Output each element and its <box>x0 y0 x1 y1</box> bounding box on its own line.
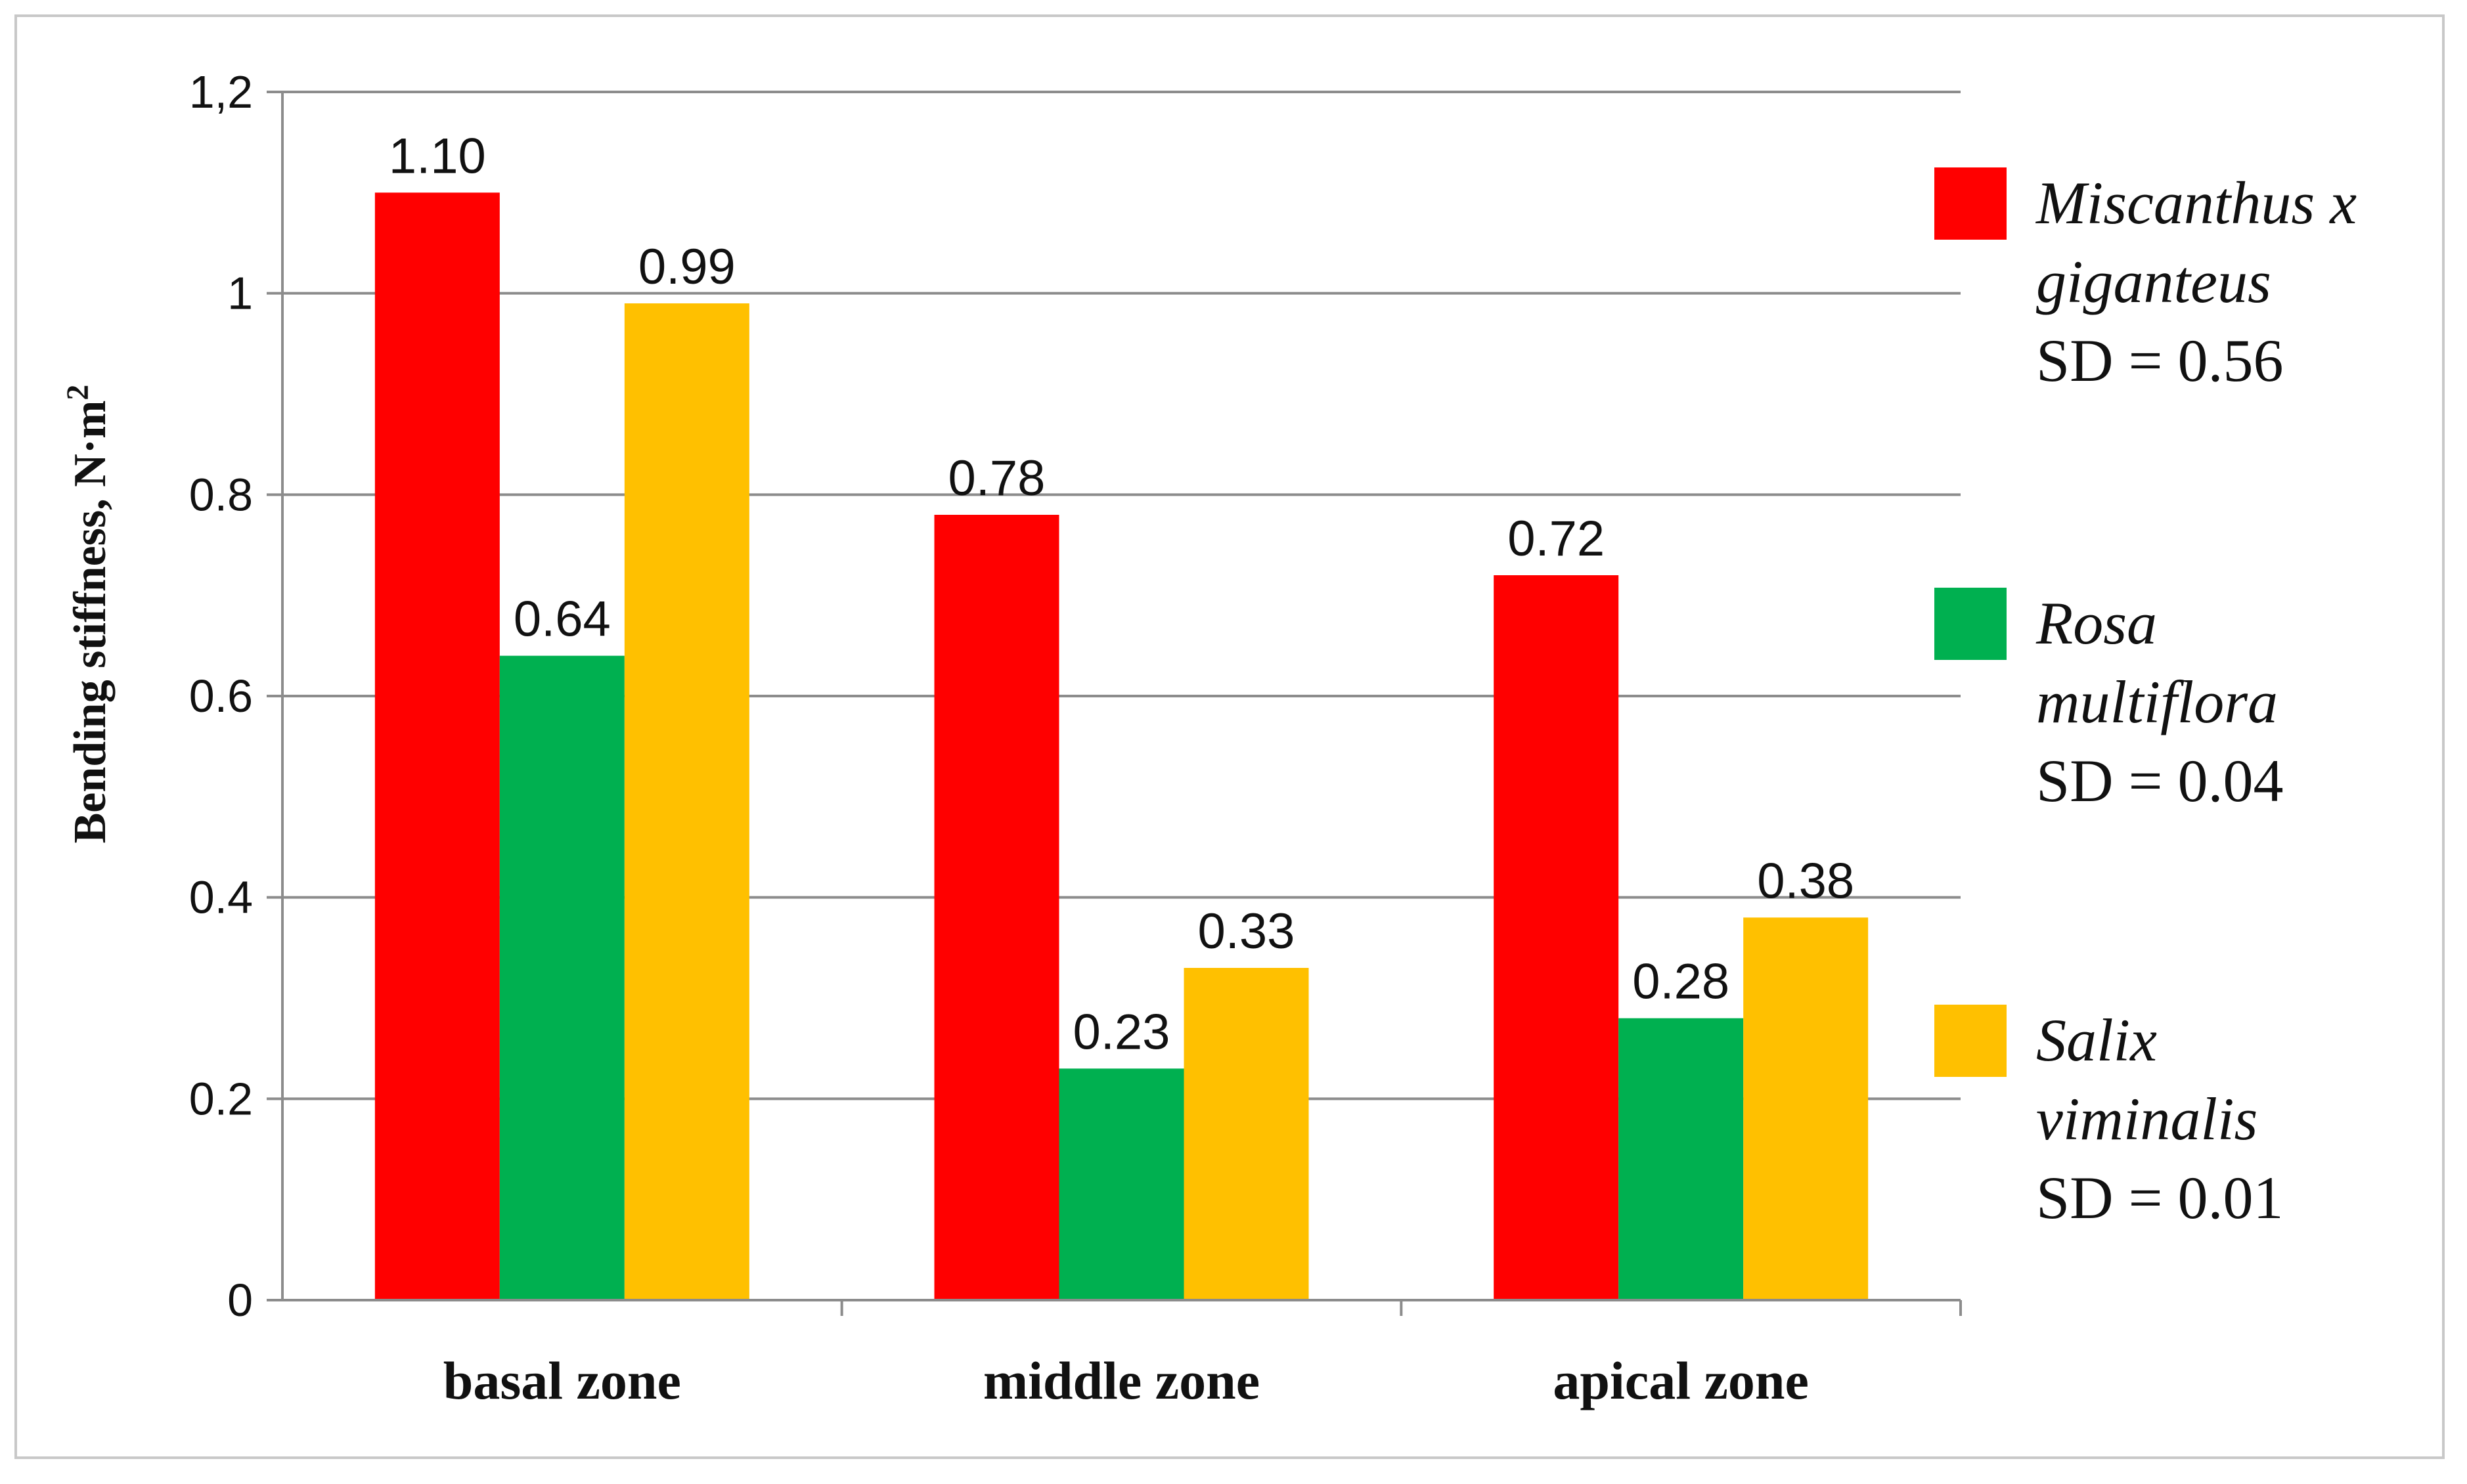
bar <box>1059 1068 1184 1300</box>
y-tick-label: 0.6 <box>189 670 253 722</box>
legend-sd-label: SD = 0.04 <box>2036 747 2284 814</box>
y-tick-label: 0 <box>227 1275 253 1326</box>
data-labels: 1.10 0.64 0.99 0.78 0.23 0.33 0.72 0.28 0.38 <box>389 128 1854 1060</box>
bars <box>374 192 1869 1300</box>
axes <box>267 91 1962 1316</box>
y-tick-label: 0.4 <box>189 872 253 923</box>
legend-series-name: Miscanthus x <box>2035 169 2357 236</box>
legend-swatch <box>1934 1005 2007 1077</box>
bar <box>624 303 749 1300</box>
legend-series-name: viminalis <box>2036 1085 2257 1152</box>
data-label: 0.99 <box>638 239 736 295</box>
bar <box>1743 917 1869 1300</box>
y-tick-labels: 0 0.2 0.4 0.6 0.8 1 1,2 <box>189 66 253 1326</box>
bar <box>934 515 1059 1300</box>
legend-series-name: Salix <box>2036 1007 2157 1074</box>
data-label: 0.38 <box>1757 853 1854 909</box>
data-label: 0.72 <box>1507 511 1605 567</box>
bar <box>499 655 625 1300</box>
x-category-labels: basal zone middle zone apical zone <box>443 1351 1809 1410</box>
data-label: 0.23 <box>1073 1004 1170 1060</box>
y-tick-label: 1 <box>227 268 253 319</box>
x-category-label: apical zone <box>1553 1351 1808 1410</box>
data-label: 0.64 <box>514 592 611 647</box>
y-tick-label: 0.8 <box>189 469 253 520</box>
y-tick-label: 1,2 <box>189 66 253 118</box>
legend-swatch <box>1934 588 2007 660</box>
x-category-label: basal zone <box>443 1351 681 1410</box>
data-label: 0.78 <box>948 450 1046 506</box>
legend-series-name: multiflora <box>2036 668 2278 735</box>
legend: Miscanthus x giganteus SD = 0.56 Rosa multif… <box>1934 167 2357 1231</box>
data-label: 0.28 <box>1632 954 1729 1010</box>
legend-sd-label: SD = 0.56 <box>2036 327 2284 394</box>
bar <box>1494 575 1619 1300</box>
y-axis-label-superscript: 2 <box>60 385 95 401</box>
bar <box>374 192 500 1300</box>
bar <box>1618 1018 1744 1300</box>
data-label: 0.33 <box>1198 904 1295 959</box>
legend-series-name: Rosa <box>2035 590 2157 657</box>
legend-sd-label: SD = 0.01 <box>2036 1164 2284 1231</box>
bar <box>1184 968 1309 1300</box>
y-axis-label: Bending stiffness, N·m2 <box>60 385 116 844</box>
y-tick-label: 0.2 <box>189 1073 253 1124</box>
legend-swatch <box>1934 167 2007 240</box>
legend-series-name: giganteus <box>2036 248 2271 315</box>
data-label: 1.10 <box>389 128 486 184</box>
x-category-label: middle zone <box>983 1351 1260 1410</box>
